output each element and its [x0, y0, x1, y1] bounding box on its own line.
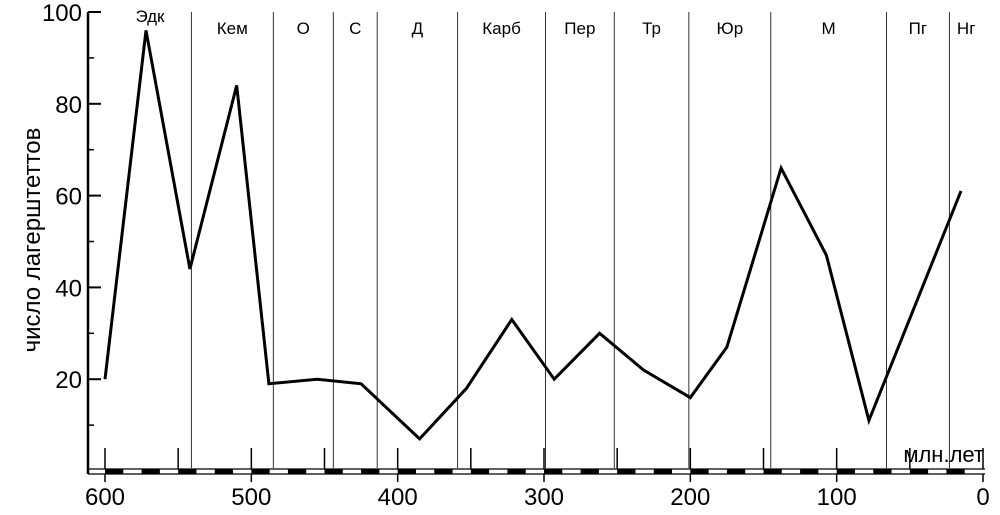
x-axis-scale-segment	[946, 469, 965, 474]
x-axis-scale-segment	[507, 469, 526, 474]
x-axis-unit-label: млн.лет	[903, 442, 984, 467]
x-axis-scale-segment	[726, 469, 746, 474]
x-axis-scale-segment	[397, 469, 416, 474]
period-label: О	[297, 19, 310, 38]
period-label: Юр	[717, 19, 744, 38]
x-axis-tick-label: 500	[231, 484, 271, 511]
period-label: С	[349, 19, 361, 38]
series-line	[103, 30, 963, 442]
y-axis-tick-label: 100	[42, 0, 82, 27]
x-axis-tick-label: 0	[976, 484, 989, 511]
period-label: Пг	[909, 19, 927, 38]
period-label: Эдк	[135, 7, 165, 26]
period-label: Д	[412, 19, 424, 38]
x-axis-scale-segment	[251, 469, 270, 474]
period-labels: Эдк Кем О С Д Карб Пер Тр Юр М Пг Нг	[135, 7, 975, 38]
y-axis: 20 40 60 80 100	[42, 0, 101, 474]
x-axis-scale-segment	[653, 469, 673, 474]
x-axis-scale-segment	[690, 469, 709, 474]
x-axis-scale-segment	[361, 469, 380, 474]
y-axis-tick-label: 60	[55, 184, 82, 211]
period-label: Кем	[217, 19, 248, 38]
x-axis-scale-segment	[214, 469, 234, 474]
period-label: Нг	[957, 19, 975, 38]
x-axis-scale-segment	[800, 469, 819, 474]
y-axis-title: число лагерштеттов	[19, 128, 46, 353]
period-label: Карб	[482, 19, 521, 38]
x-axis-scale-segment	[178, 469, 197, 474]
period-label: М	[822, 19, 836, 38]
x-axis-scale-segment	[580, 469, 599, 474]
x-axis: 600 500 400 300 200 100 0	[85, 448, 990, 511]
x-axis-scale-segment	[909, 469, 929, 474]
y-axis-tick-label: 80	[55, 92, 82, 119]
period-boundaries	[190, 12, 950, 468]
x-axis-tick-label: 200	[670, 484, 710, 511]
x-axis-scale-segment	[141, 469, 160, 474]
x-axis-tick-label: 100	[817, 484, 857, 511]
x-axis-scale-segment	[434, 469, 453, 474]
x-axis-scale-segment	[836, 469, 855, 474]
x-axis-scale-segment	[287, 469, 307, 474]
y-axis-tick-label: 20	[55, 367, 82, 394]
x-axis-tick-label: 400	[378, 484, 418, 511]
period-label: Тр	[642, 19, 661, 38]
x-axis-scale-segment	[617, 469, 636, 474]
x-axis-scale-segment	[763, 469, 782, 474]
x-axis-scale-segment	[324, 469, 343, 474]
x-axis-scale-segment	[544, 469, 563, 474]
period-label: Пер	[564, 19, 595, 38]
x-axis-scale-segment	[470, 469, 490, 474]
x-axis-tick-label: 600	[85, 484, 125, 511]
x-axis-scale-segment	[873, 469, 892, 474]
plot-area	[103, 30, 963, 442]
x-axis-tick-label: 300	[524, 484, 564, 511]
x-axis-scale-segment	[105, 469, 124, 474]
y-axis-tick-label: 40	[55, 275, 82, 302]
